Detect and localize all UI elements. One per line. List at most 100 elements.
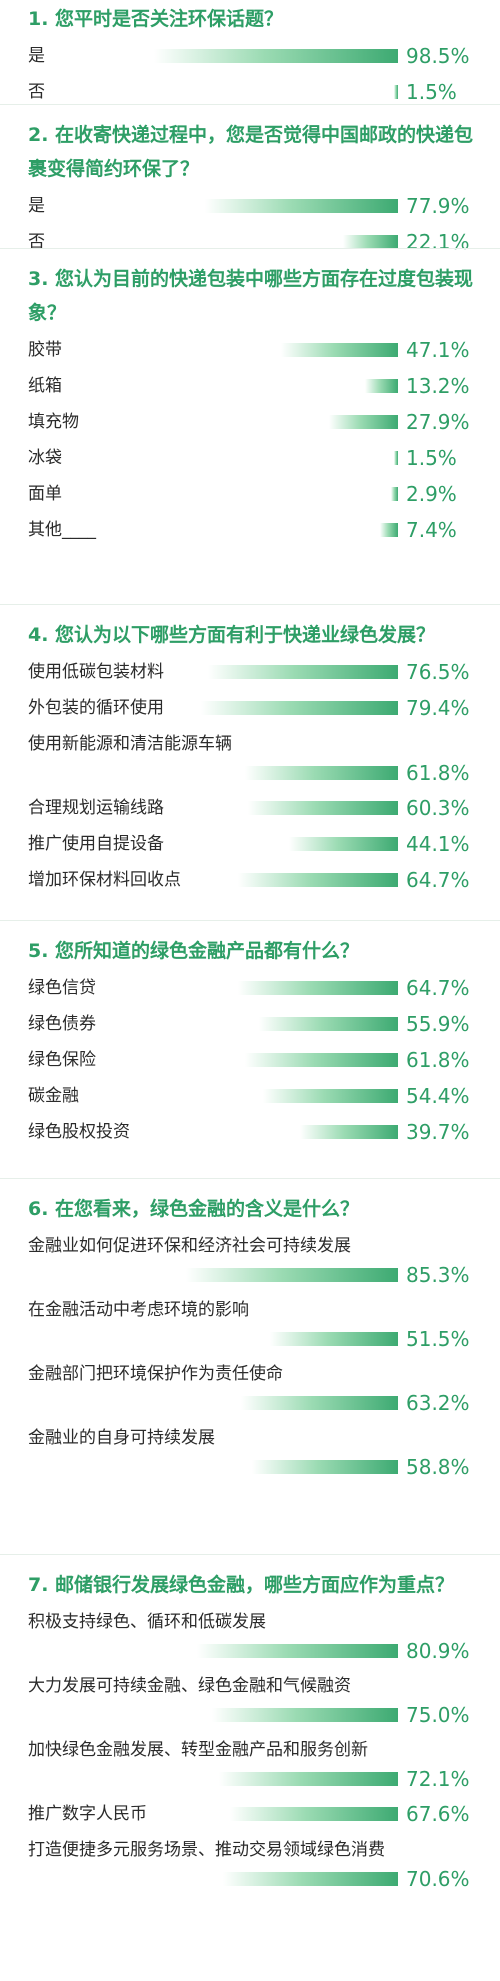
answer-row: 冰袋 1.5% xyxy=(0,444,500,480)
answer-percentage: 98.5% xyxy=(406,44,470,68)
answer-percentage: 63.2% xyxy=(406,1391,470,1415)
bar-track xyxy=(150,665,398,679)
answer-percentage: 13.2% xyxy=(406,374,470,398)
answer-row: 胶带 47.1% xyxy=(0,336,500,372)
answer-row: 其他____ 7.4% xyxy=(0,516,500,552)
answer-bar xyxy=(394,85,398,99)
bar-track xyxy=(150,199,398,213)
answer-row: 是 77.9% xyxy=(0,192,500,228)
answer-label: 是 xyxy=(28,46,45,66)
answer-row: 面单 2.9% xyxy=(0,480,500,516)
answer-row: 填充物 27.9% xyxy=(0,408,500,444)
bar-track xyxy=(150,49,398,63)
section-divider xyxy=(0,248,500,249)
answer-label: 增加环保材料回收点 xyxy=(28,870,181,890)
answer-row: 否 1.5% xyxy=(0,78,500,114)
answer-label: 填充物 xyxy=(28,412,79,432)
answer-percentage: 85.3% xyxy=(406,1263,470,1287)
answer-row: 增加环保材料回收点 64.7% xyxy=(0,866,500,902)
answer-bar xyxy=(380,523,398,537)
answer-row: 金融业的自身可持续发展 58.8% xyxy=(0,1424,500,1488)
answer-bar xyxy=(300,1125,398,1139)
bar-track xyxy=(150,1708,398,1722)
answer-row: 金融部门把环境保护作为责任使命 63.2% xyxy=(0,1360,500,1424)
section-divider xyxy=(0,1554,500,1555)
answer-bar xyxy=(212,1708,398,1722)
answer-label: 冰袋 xyxy=(28,448,62,468)
answer-label: 纸箱 xyxy=(28,376,62,396)
answer-percentage: 72.1% xyxy=(406,1767,470,1791)
answer-label: 其他____ xyxy=(28,520,96,540)
question-title: 5. 您所知道的绿色金融产品都有什么？ xyxy=(28,940,360,962)
bar-track xyxy=(150,766,398,780)
answer-bar xyxy=(238,981,398,995)
answer-label: 金融业的自身可持续发展 xyxy=(28,1428,215,1448)
answer-label: 是 xyxy=(28,196,45,216)
answer-bar xyxy=(259,1017,398,1031)
answer-row: 绿色股权投资 39.7% xyxy=(0,1118,500,1154)
answer-percentage: 80.9% xyxy=(406,1639,470,1663)
question-title: 7. 邮储银行发展绿色金融，哪些方面应作为重点？ xyxy=(28,1574,455,1596)
bar-track xyxy=(150,1396,398,1410)
answer-row: 碳金融 54.4% xyxy=(0,1082,500,1118)
answer-row: 大力发展可持续金融、绿色金融和气候融资 75.0% xyxy=(0,1672,500,1736)
bar-track xyxy=(150,701,398,715)
answer-label: 外包装的循环使用 xyxy=(28,698,164,718)
answer-bar xyxy=(154,49,398,63)
answer-row: 推广数字人民币 67.6% xyxy=(0,1800,500,1836)
answer-row: 合理规划运输线路 60.3% xyxy=(0,794,500,830)
answer-percentage: 60.3% xyxy=(406,796,470,820)
answer-row: 推广使用自提设备 44.1% xyxy=(0,830,500,866)
answer-label: 使用低碳包装材料 xyxy=(28,662,164,682)
answer-percentage: 39.7% xyxy=(406,1120,470,1144)
bar-track xyxy=(150,451,398,465)
answer-row: 使用新能源和清洁能源车辆 61.8% xyxy=(0,730,500,794)
bar-track xyxy=(150,801,398,815)
answer-percentage: 61.8% xyxy=(406,1048,470,1072)
answer-percentage: 64.7% xyxy=(406,868,470,892)
answer-bar xyxy=(241,1396,398,1410)
answer-label: 在金融活动中考虑环境的影响 xyxy=(28,1300,249,1320)
answer-bar xyxy=(252,1460,398,1474)
bar-track xyxy=(150,837,398,851)
answer-row: 加快绿色金融发展、转型金融产品和服务创新 72.1% xyxy=(0,1736,500,1800)
answer-bar xyxy=(238,873,398,887)
question-title: 4. 您认为以下哪些方面有利于快递业绿色发展？ xyxy=(28,624,436,646)
section-divider xyxy=(0,1178,500,1179)
answer-bar xyxy=(201,701,398,715)
answer-percentage: 70.6% xyxy=(406,1867,470,1891)
answer-label: 面单 xyxy=(28,484,62,504)
answer-label: 使用新能源和清洁能源车辆 xyxy=(28,734,232,754)
question-title: 1. 您平时是否关注环保话题？ xyxy=(28,8,284,30)
bar-track xyxy=(150,1460,398,1474)
answer-row: 否 22.1% xyxy=(0,228,500,264)
answer-label: 推广使用自提设备 xyxy=(28,834,164,854)
answer-label: 加快绿色金融发展、转型金融产品和服务创新 xyxy=(28,1740,368,1760)
answer-label: 否 xyxy=(28,82,45,102)
answer-bar xyxy=(394,451,398,465)
answer-percentage: 67.6% xyxy=(406,1802,470,1826)
answer-row: 绿色债券 55.9% xyxy=(0,1010,500,1046)
answer-bar xyxy=(197,1644,398,1658)
answer-label: 否 xyxy=(28,232,45,252)
question-title: 2. 在收寄快递过程中，您是否觉得中国邮政的快递包裹变得简约环保了？ xyxy=(28,124,474,180)
answer-row: 绿色保险 61.8% xyxy=(0,1046,500,1082)
answer-percentage: 47.1% xyxy=(406,338,470,362)
answer-percentage: 79.4% xyxy=(406,696,470,720)
bar-track xyxy=(150,1268,398,1282)
answer-row: 积极支持绿色、循环和低碳发展 80.9% xyxy=(0,1608,500,1672)
answer-bar xyxy=(230,1807,398,1821)
answer-label: 金融业如何促进环保和经济社会可持续发展 xyxy=(28,1236,351,1256)
answer-bar xyxy=(245,766,398,780)
answer-label: 绿色债券 xyxy=(28,1014,96,1034)
answer-percentage: 51.5% xyxy=(406,1327,470,1351)
answer-row: 纸箱 13.2% xyxy=(0,372,500,408)
bar-track xyxy=(150,1089,398,1103)
answer-bar xyxy=(281,343,398,357)
section-divider xyxy=(0,104,500,105)
answer-label: 积极支持绿色、循环和低碳发展 xyxy=(28,1612,266,1632)
answer-row: 外包装的循环使用 79.4% xyxy=(0,694,500,730)
answer-bar xyxy=(205,199,398,213)
answer-bar xyxy=(219,1772,398,1786)
answer-label: 绿色股权投资 xyxy=(28,1122,130,1142)
